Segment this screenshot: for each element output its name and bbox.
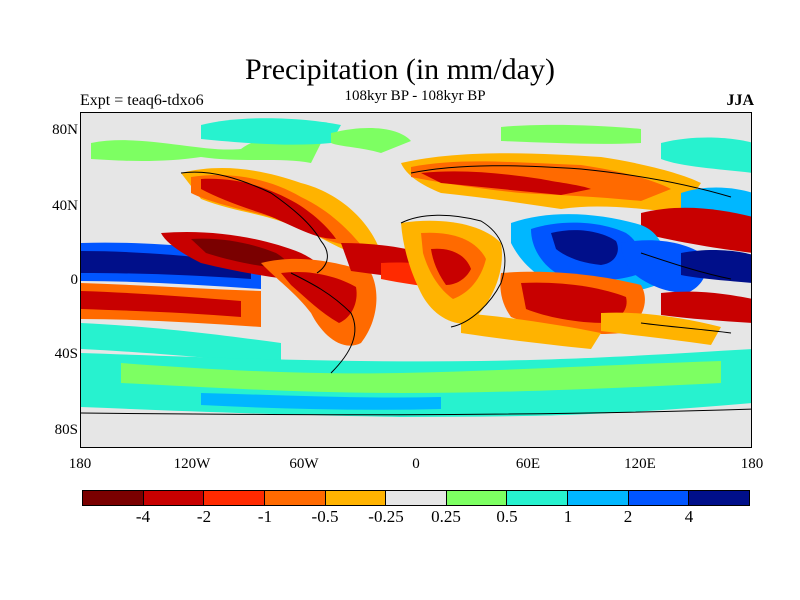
colorbar-swatch <box>446 491 508 505</box>
colorbar-label: 2 <box>623 507 633 526</box>
x-tick-label: 0 <box>412 456 420 472</box>
y-tick-label: 80N <box>52 122 78 138</box>
experiment-label: Expt = teaq6-tdxo6 <box>80 92 204 109</box>
plot-title: Precipitation (in mm/day) <box>245 53 555 86</box>
y-tick-label: 40S <box>54 346 78 362</box>
precipitation-map <box>80 112 752 448</box>
colorbar-label: -1 <box>257 507 273 526</box>
x-tick-label: 60W <box>289 456 319 472</box>
y-tick-label: 80S <box>54 422 78 438</box>
x-tick-label: 180 <box>68 456 92 472</box>
x-tick-label: 120E <box>624 456 656 472</box>
colorbar-swatch <box>386 491 447 505</box>
map-canvas <box>81 113 751 447</box>
colorbar-swatch <box>83 491 144 505</box>
colorbar-swatch <box>325 491 387 505</box>
colorbar-label: 0.25 <box>431 507 461 526</box>
y-tick-label: 40N <box>52 198 78 214</box>
x-tick-label: 120W <box>173 456 211 472</box>
colorbar-swatch <box>264 491 326 505</box>
colorbar-swatch <box>204 491 265 505</box>
colorbar-swatch <box>689 491 750 505</box>
colorbar-label: -0.5 <box>311 507 339 526</box>
colorbar-label: 4 <box>684 507 694 526</box>
colorbar <box>82 490 750 506</box>
season-label: JJA <box>726 92 754 109</box>
period-label: 108kyr BP - 108kyr BP <box>344 88 486 104</box>
colorbar-label: -0.25 <box>368 507 404 526</box>
x-tick-label: 60E <box>515 456 541 472</box>
colorbar-label: -4 <box>135 507 151 526</box>
colorbar-swatch <box>628 491 690 505</box>
colorbar-label: -2 <box>196 507 212 526</box>
colorbar-swatch <box>568 491 629 505</box>
colorbar-label: 0.5 <box>496 507 518 526</box>
colorbar-label: 1 <box>563 507 573 526</box>
x-tick-label: 180 <box>740 456 764 472</box>
colorbar-swatch <box>507 491 569 505</box>
y-tick-label: 0 <box>70 272 79 288</box>
colorbar-swatch <box>143 491 205 505</box>
